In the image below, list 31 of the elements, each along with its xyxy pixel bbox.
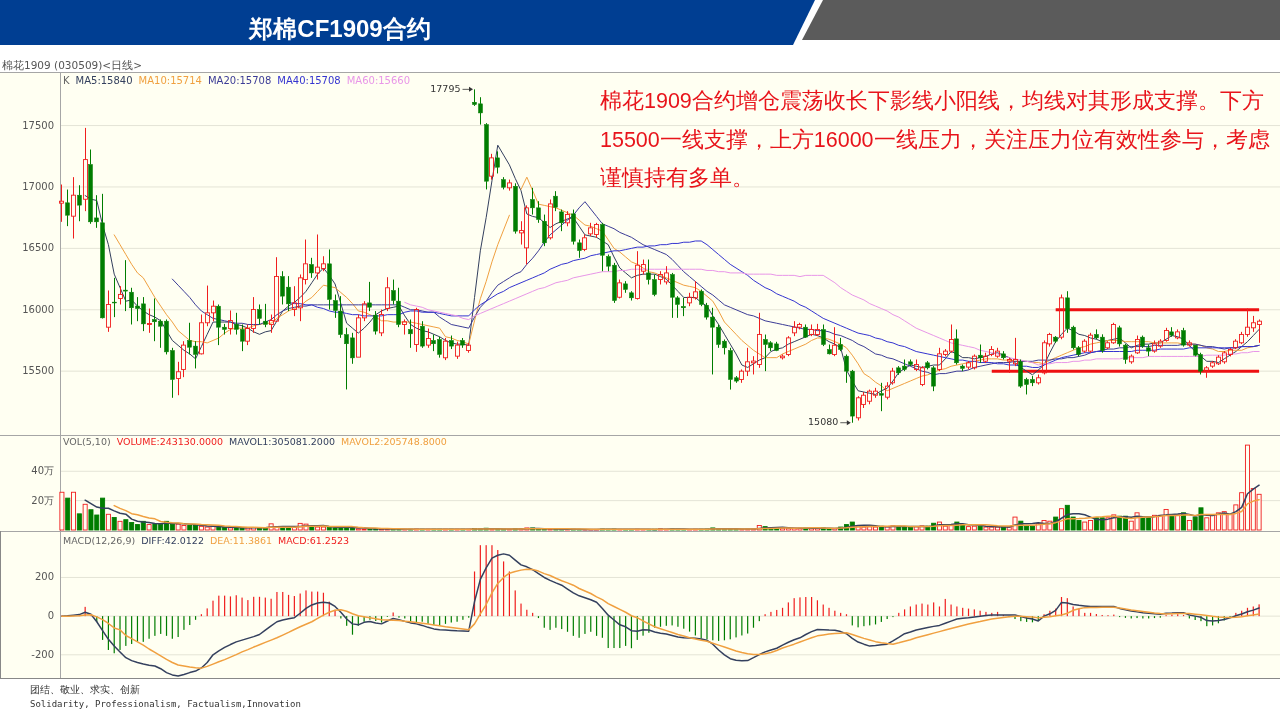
y-tick-label: -200 (31, 648, 54, 660)
text: DIFF:42.0122 (141, 535, 204, 546)
text: VOLUME:243130.0000 (116, 436, 224, 447)
text: 17795 (430, 82, 461, 94)
text: MA60:15660 (346, 75, 411, 86)
text: MACD:61.2523 (278, 535, 350, 546)
text: MA20:15708 (207, 75, 272, 86)
y-tick-label: 200 (34, 571, 54, 583)
text: MAVOL1:305081.2000 (229, 436, 336, 447)
chart-subtitle: 棉花1909 (030509)<日线> (2, 59, 142, 71)
text: MA5:15840 (75, 75, 133, 86)
y-tick-label: 17500 (22, 119, 54, 131)
annotation: 棉花1909合约增仓震荡收长下影线小阳线，均线对其形成支撑。下方15500一线支撑，上方16000一线压力，关注压力位有效性参与，考虑谨慎持有多单。 (600, 89, 1270, 190)
y-tick-label: 16500 (22, 242, 54, 254)
legend-title: VOL(5,10) (63, 436, 111, 447)
text: Solidarity, Professionalism, Factualism,Innovation (30, 699, 301, 709)
y-tick-label: 17000 (22, 180, 54, 192)
text: MA10:15714 (138, 75, 202, 86)
y-tick-label: 16000 (22, 303, 54, 315)
y-tick-label: 20万 (31, 494, 54, 506)
text: MA40:15708 (277, 75, 341, 86)
chart-title: 郑棉CF1909合约 (248, 15, 431, 42)
y-tick-label: 40万 (31, 465, 54, 477)
y-tick-label: 15500 (22, 365, 54, 377)
text: MAVOL2:205748.8000 (341, 436, 447, 447)
y-tick-label: 0 (47, 610, 54, 622)
text: 15080 (808, 416, 839, 428)
text: DEA:11.3861 (209, 535, 273, 546)
legend-title: MACD(12,26,9) (63, 535, 136, 546)
legend-title: K (63, 75, 70, 86)
text: 团结、敬业、求实、创新 (30, 684, 140, 695)
